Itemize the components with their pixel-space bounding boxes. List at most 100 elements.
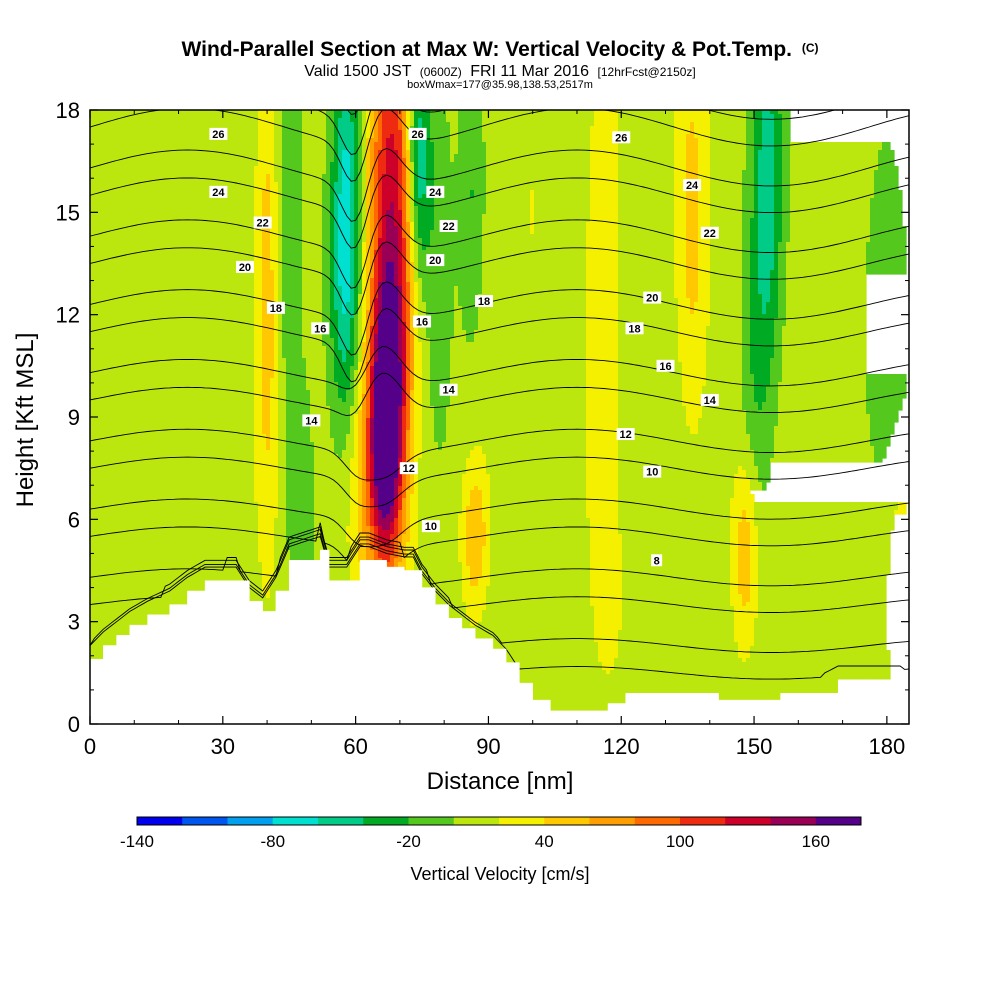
velocity-cell <box>286 382 307 387</box>
velocity-cell <box>474 334 587 339</box>
velocity-cell <box>366 246 371 251</box>
velocity-cell <box>334 142 339 147</box>
velocity-cell <box>770 374 783 379</box>
velocity-cell <box>738 526 751 531</box>
velocity-cell <box>782 186 791 191</box>
velocity-cell <box>462 582 471 587</box>
velocity-cell <box>282 202 303 207</box>
velocity-cell <box>354 186 359 191</box>
velocity-cell <box>758 202 775 207</box>
velocity-cell <box>450 382 587 387</box>
velocity-cell <box>314 470 351 475</box>
velocity-cell <box>422 298 455 303</box>
velocity-cell <box>282 226 303 231</box>
velocity-cell <box>482 246 587 251</box>
velocity-cell <box>730 530 739 535</box>
velocity-cell <box>418 170 427 175</box>
velocity-cell <box>698 142 711 147</box>
velocity-cell <box>746 514 755 519</box>
velocity-cell <box>370 110 375 115</box>
velocity-cell <box>322 198 331 203</box>
velocity-cell <box>618 486 735 491</box>
velocity-cell <box>742 354 751 359</box>
velocity-cell <box>762 306 767 311</box>
velocity-cell <box>90 590 263 595</box>
velocity-cell <box>282 138 303 143</box>
velocity-cell <box>402 150 407 155</box>
velocity-cell <box>370 290 375 295</box>
velocity-cell <box>698 186 711 191</box>
velocity-cell <box>758 598 887 603</box>
velocity-cell <box>394 494 399 499</box>
velocity-cell <box>282 290 303 295</box>
velocity-cell <box>406 530 411 535</box>
velocity-cell <box>594 110 619 115</box>
velocity-cell <box>450 398 587 403</box>
velocity-cell <box>410 430 415 435</box>
velocity-cell <box>354 454 359 459</box>
velocity-cell <box>674 250 687 255</box>
velocity-cell <box>334 222 339 227</box>
velocity-cell <box>622 562 731 567</box>
velocity-cell <box>386 266 395 271</box>
velocity-cell <box>674 214 687 219</box>
velocity-cell <box>254 462 279 467</box>
velocity-cell <box>698 206 711 211</box>
velocity-cell <box>330 246 335 251</box>
velocity-cell <box>402 238 407 243</box>
theta-label: 20 <box>239 262 251 274</box>
velocity-cell <box>586 262 619 267</box>
velocity-cell <box>750 310 763 315</box>
velocity-cell <box>750 526 759 531</box>
velocity-cell <box>586 478 619 483</box>
velocity-cell <box>410 438 415 443</box>
velocity-cell <box>326 394 339 399</box>
velocity-cell <box>618 134 675 139</box>
velocity-cell <box>490 570 591 575</box>
velocity-cell <box>406 362 411 367</box>
velocity-cell <box>778 398 867 403</box>
velocity-cell <box>686 406 703 411</box>
velocity-cell <box>338 166 343 171</box>
velocity-cell <box>710 278 743 283</box>
velocity-cell <box>402 398 407 403</box>
velocity-cell <box>782 334 867 339</box>
velocity-cell <box>790 154 879 159</box>
velocity-cell <box>690 310 695 315</box>
velocity-cell <box>750 306 763 311</box>
velocity-cell <box>414 226 419 231</box>
velocity-cell <box>394 210 403 215</box>
velocity-cell <box>618 222 675 227</box>
velocity-cell <box>486 526 491 531</box>
velocity-cell <box>314 542 351 547</box>
velocity-cell <box>334 230 339 235</box>
velocity-cell <box>342 454 355 459</box>
velocity-cell <box>750 370 771 375</box>
velocity-cell <box>334 226 339 231</box>
velocity-cell <box>374 266 379 271</box>
velocity-cell <box>390 554 399 559</box>
velocity-cell <box>374 210 379 215</box>
velocity-cell <box>354 302 359 307</box>
velocity-cell <box>410 282 415 287</box>
velocity-cell <box>262 402 271 407</box>
velocity-cell <box>90 442 255 447</box>
velocity-cell <box>278 418 287 423</box>
velocity-cell <box>782 366 867 371</box>
velocity-cell <box>750 234 759 239</box>
velocity-cell <box>618 526 731 531</box>
velocity-cell <box>414 482 419 487</box>
velocity-cell <box>750 218 759 223</box>
velocity-cell <box>366 186 371 191</box>
velocity-cell <box>450 134 459 139</box>
velocity-cell <box>774 222 783 227</box>
velocity-cell <box>282 230 303 235</box>
velocity-cell <box>358 426 363 431</box>
velocity-cell <box>686 250 699 255</box>
velocity-cell <box>338 142 355 147</box>
velocity-cell <box>618 282 675 287</box>
velocity-cell <box>286 506 315 511</box>
velocity-cell <box>366 278 371 283</box>
velocity-cell <box>386 270 395 275</box>
velocity-cell <box>746 474 759 479</box>
